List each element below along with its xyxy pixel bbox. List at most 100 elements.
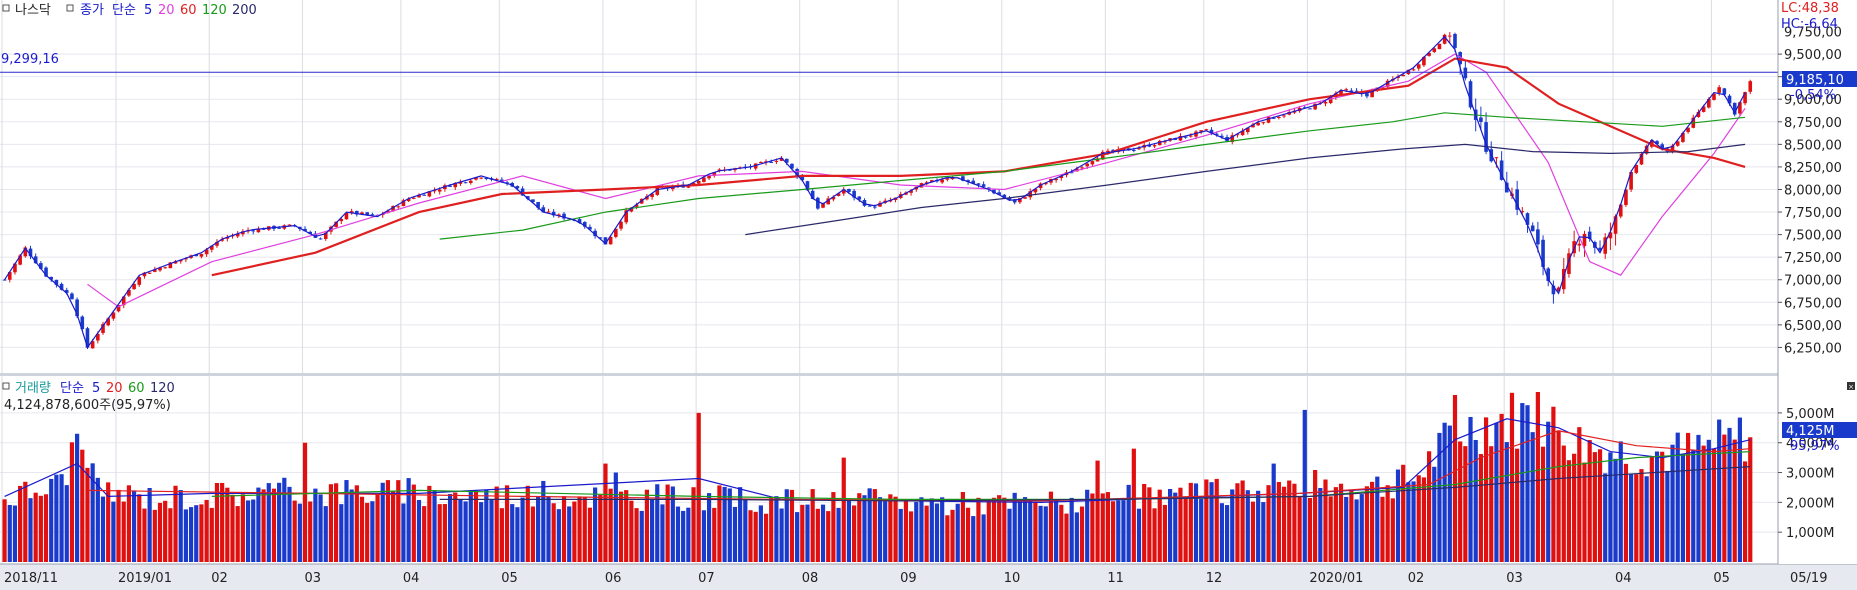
volume-bar [1525,405,1530,562]
volume-bar [375,493,380,562]
candle-body [1204,129,1209,131]
volume-ma-line-120 [439,466,1751,502]
volume-bar [893,496,898,562]
volume-bar [520,497,525,562]
volume-bar [965,507,971,562]
candle-body [54,279,59,285]
volume-bar [152,509,157,562]
candle-body [1743,92,1747,104]
last-volume-marker [1782,422,1857,438]
y-tick-label: 9,000,00 [1784,93,1842,108]
volume-panel-toggle-icon[interactable] [2,382,10,390]
volume-bar [914,502,919,562]
candle-body [582,221,587,227]
volume-bar [629,500,634,562]
volume-bar [147,487,152,562]
candle-body [199,253,204,257]
volume-bar [1131,448,1136,562]
volume-bar [100,496,106,562]
volume-bar [1623,463,1629,562]
candle-body [1732,102,1737,115]
volume-bar [1390,498,1395,562]
candle-body [774,160,779,162]
volume-bar [1416,475,1421,562]
candle-body [334,221,338,227]
volume-bar [800,504,805,562]
volume-bar [634,508,639,562]
volume-bar [1338,483,1344,562]
candle-body [810,190,815,199]
volume-bar [753,511,758,562]
volume-bar [945,515,950,562]
candle-body [49,276,54,280]
volume-bar [1665,470,1670,562]
price-grid [0,0,1778,373]
candle-body [557,214,561,216]
volume-bar [582,497,587,562]
volume-bar [323,506,328,562]
candle-body [116,305,121,312]
volume-bar [660,504,665,562]
panel-separator[interactable] [0,373,1778,376]
volume-bar [1064,513,1069,562]
volume-bar [1426,451,1432,562]
volume-bar [370,501,375,562]
candle-body [572,220,577,222]
volume-bar [1670,444,1675,562]
volume-bar [7,504,12,562]
candle-body [1028,191,1033,198]
volume-bar [1717,419,1722,562]
candle-body [23,247,28,257]
volume-bar [1587,440,1592,562]
volume-bar [1577,427,1582,562]
volume-bar [1028,499,1033,562]
volume-bar [1085,489,1090,562]
legend-item: 60 [128,381,145,396]
candle-body [1277,117,1281,119]
price-panel-toggle-icon[interactable] [2,4,10,12]
candle-body [323,232,328,240]
volume-bar [1520,403,1525,562]
price-legend-toggle-icon[interactable] [66,4,74,12]
candle-body [1530,225,1535,232]
volume-bar [178,490,183,562]
y-axis-labels: 9,750,009,500,009,250,009,000,008,750,00… [1778,26,1842,541]
x-axis-labels: 2018/11 2019/01 02 03 04 05 06 07 08 09 10 11 12 2020… [4,571,1730,586]
candle-body [178,259,183,262]
candle-body [976,183,981,185]
volume-bar [479,502,484,562]
volume-bar [618,491,624,562]
candle-body [1059,176,1064,179]
candle-body [1271,117,1276,119]
volume-bar [1038,505,1043,562]
volume-bar [453,492,458,562]
candle-body [1365,93,1369,97]
volume-bar [857,493,862,562]
candle-body [1422,56,1426,66]
volume-bar [556,509,561,562]
volume-bar [75,433,80,562]
volume-bar [261,489,266,562]
volume-bar [318,494,323,562]
candle-body [1442,34,1447,44]
close-icon[interactable] [1847,382,1855,390]
candle-body [1220,135,1224,137]
volume-bar [1675,432,1680,562]
volume-bar [1691,450,1696,562]
legend-item: 120 [150,381,175,396]
candle-body [1245,127,1250,133]
candle-body [650,193,654,197]
volume-bar [960,492,965,562]
candle-body [1448,35,1452,37]
candle-body [981,184,986,187]
candle-body [360,212,364,215]
volume-bar [1639,469,1644,562]
volume-bar [525,485,530,562]
volume-bar [903,500,909,562]
y-tick-label: 7,750,00 [1784,206,1842,221]
volume-bar [163,500,168,562]
candle-body [1199,130,1203,132]
candle-body [18,255,22,265]
candle-body [505,182,509,184]
